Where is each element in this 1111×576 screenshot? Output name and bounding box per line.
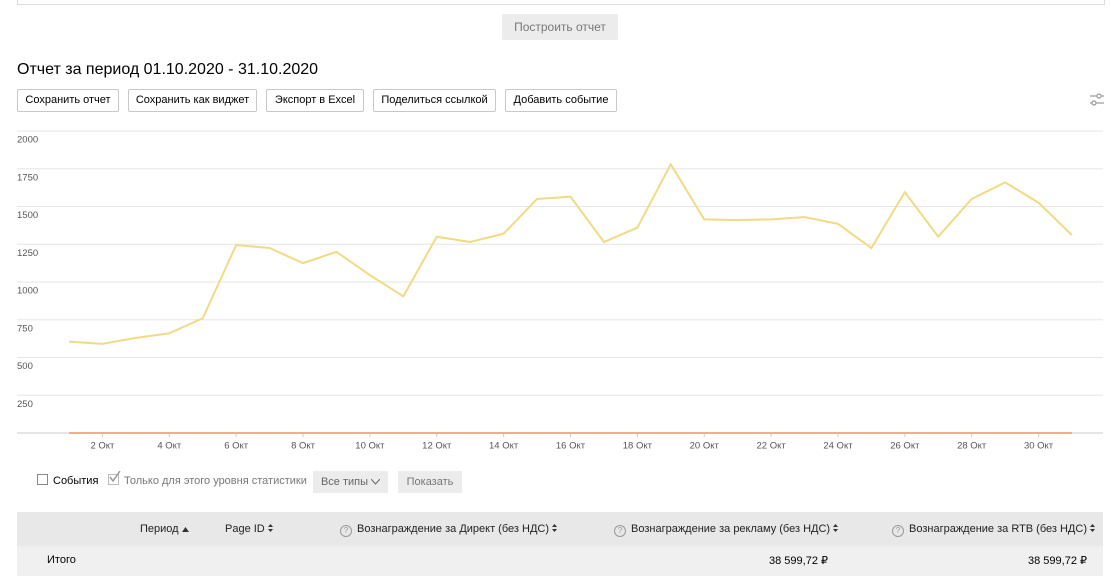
button[interactable]: Сохранить как виджет: [128, 89, 257, 112]
chart: 250 500 750 1000 1250 1500 1750 2000 2 Окт 4 Окт 6…: [17, 130, 1103, 452]
header-text: Период: [140, 523, 179, 535]
x-tick-label: 6 Окт: [224, 441, 249, 452]
column-header[interactable]: ? Вознаграждение за Директ (без НДС): [340, 523, 558, 537]
button[interactable]: Добавить событие: [505, 89, 617, 112]
series-line: [68, 162, 1073, 345]
x-tick-label: 26 Окт: [890, 441, 920, 452]
x-tick-label: 20 Окт: [690, 441, 720, 452]
show-button[interactable]: Показать: [398, 471, 462, 493]
x-tick-label: 14 Окт: [489, 441, 519, 452]
total-label: Итого: [47, 554, 76, 566]
y-tick-label: 1500: [17, 210, 38, 221]
types-dropdown[interactable]: Все типы: [313, 471, 388, 493]
label: Только для этого уровня статистики: [124, 475, 307, 487]
y-tick-label: 500: [17, 361, 33, 372]
x-tick-label: 10 Окт: [355, 441, 385, 452]
header-text: Вознаграждение за рекламу (без НДС): [631, 523, 831, 535]
label: Все типы: [320, 476, 368, 488]
total-value: 38 599,72 ₽: [769, 555, 828, 567]
header-text: Page ID: [225, 523, 265, 535]
total-row: [17, 546, 1103, 576]
x-tick-label: 12 Окт: [422, 441, 452, 452]
table-header: [17, 512, 1103, 546]
y-tick-label: 2000: [17, 135, 38, 146]
total-value: 38 599,72 ₽: [1028, 555, 1087, 567]
y-tick-label: 750: [17, 323, 33, 334]
y-tick-label: 1000: [17, 286, 38, 297]
x-tick-label: 22 Окт: [756, 441, 786, 452]
level-checkbox[interactable]: Только для этого уровня статистики: [108, 471, 307, 487]
x-tick-label: 28 Окт: [957, 441, 987, 452]
x-tick-label: 8 Окт: [291, 441, 316, 452]
column-header[interactable]: ? Вознаграждение за рекламу (без НДС): [614, 523, 839, 537]
column-header[interactable]: Период: [140, 523, 189, 535]
y-tick-label: 1750: [17, 172, 38, 183]
x-tick-label: 4 Окт: [157, 441, 182, 452]
panel-edge: [17, 0, 1105, 5]
header-text: Вознаграждение за RTB (без НДС): [909, 523, 1087, 535]
events-checkbox[interactable]: События: [37, 474, 98, 487]
header-text: Вознаграждение за Директ (без НДС): [357, 523, 549, 535]
report-title: Отчет за период 01.10.2020 - 31.10.2020: [17, 61, 319, 78]
label: События: [53, 475, 99, 487]
column-header[interactable]: ? Вознаграждение за RTB (без НДС): [892, 523, 1096, 537]
column-header[interactable]: Page ID: [225, 523, 273, 535]
x-tick-label: 24 Окт: [823, 441, 853, 452]
x-tick-label: 2 Окт: [90, 441, 115, 452]
x-tick-label: 18 Окт: [623, 441, 653, 452]
button[interactable]: Сохранить отчет: [17, 89, 119, 112]
settings-icon[interactable]: [1090, 93, 1104, 107]
x-tick-label: 30 Окт: [1024, 441, 1054, 452]
y-tick-label: 1250: [17, 248, 38, 259]
y-tick-label: 250: [17, 399, 33, 410]
build-report-button[interactable]: Построить отчет: [502, 14, 618, 40]
button[interactable]: Экспорт в Excel: [266, 89, 364, 112]
x-tick-label: 16 Окт: [556, 441, 586, 452]
button[interactable]: Поделиться ссылкой: [373, 89, 496, 112]
